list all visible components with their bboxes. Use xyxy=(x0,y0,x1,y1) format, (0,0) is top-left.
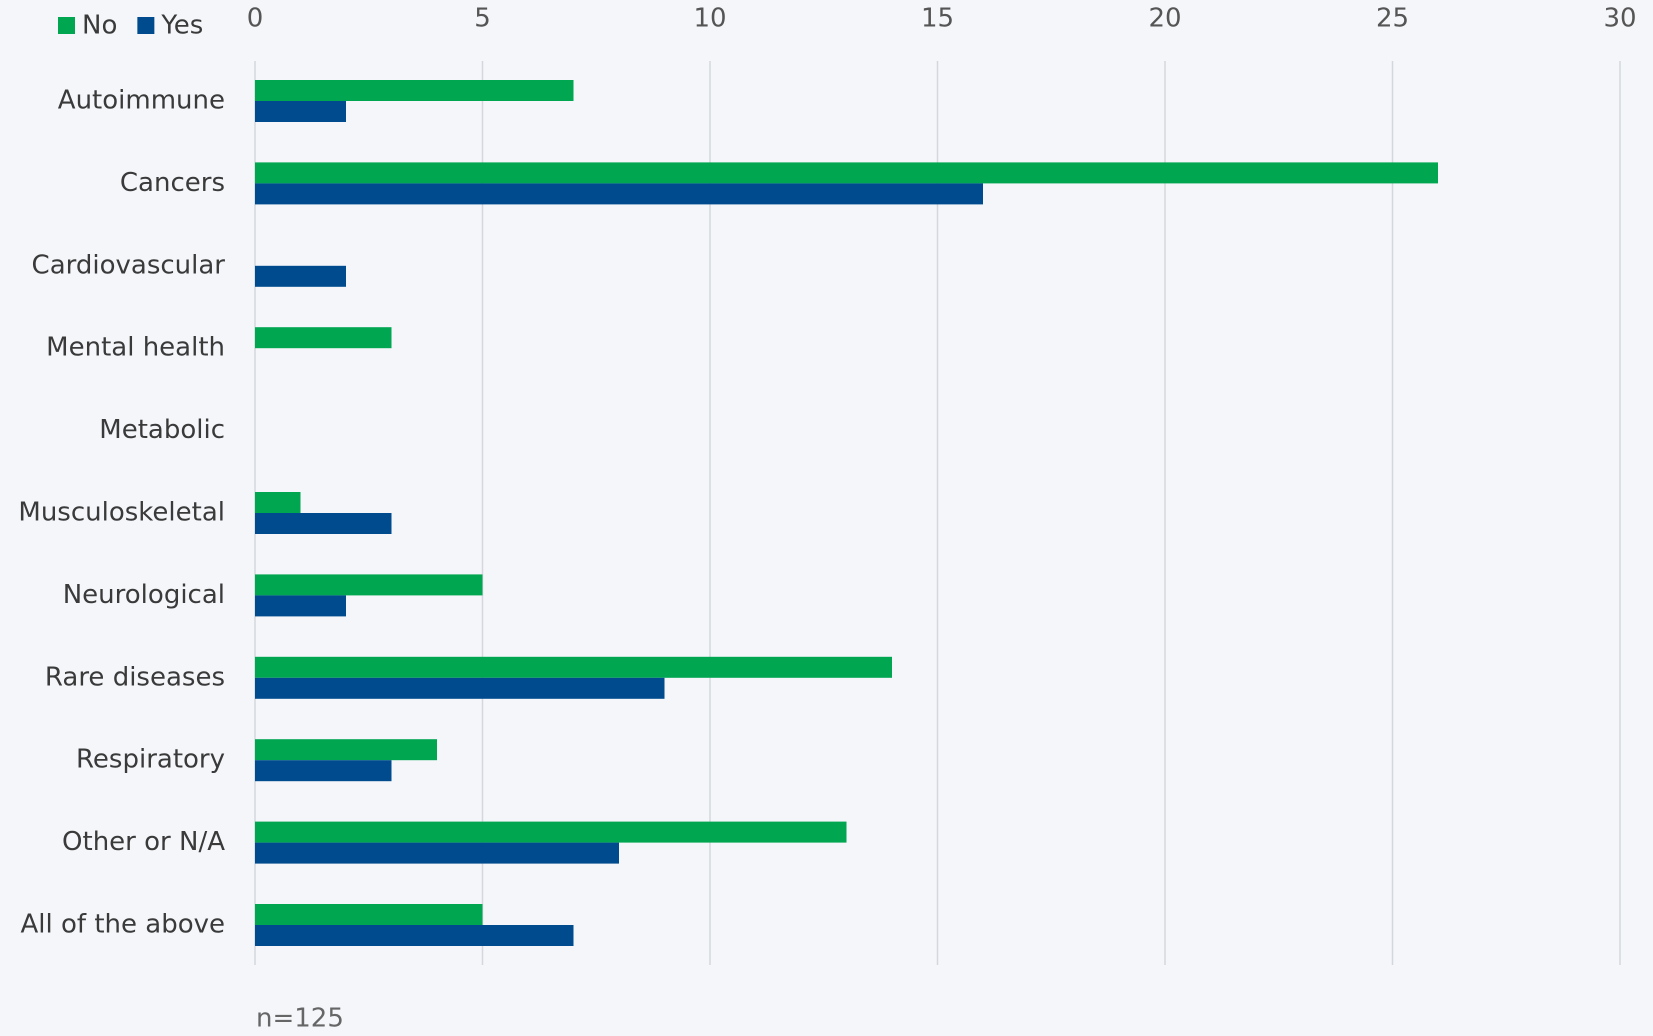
bar xyxy=(255,822,847,843)
y-tick-label: All of the above xyxy=(21,910,225,940)
chart: n=125 0 5 10 15 20 25 30 Autoimmune Cancers Cardi… xyxy=(0,0,1653,1036)
bar xyxy=(255,327,392,348)
bar xyxy=(255,492,301,513)
legend-label: No xyxy=(82,11,117,41)
legend-swatch xyxy=(137,17,154,34)
bar xyxy=(255,183,983,204)
legend-label: Yes xyxy=(160,11,203,41)
bar xyxy=(255,739,437,760)
bar xyxy=(255,513,392,534)
bar xyxy=(255,101,346,122)
bar xyxy=(255,80,574,101)
note: n=125 xyxy=(256,1004,344,1034)
y-tick-label: Cardiovascular xyxy=(32,250,226,280)
x-tick-label: 25 xyxy=(1376,4,1409,34)
y-tick-label: Mental health xyxy=(46,333,225,363)
x-tick-label: 5 xyxy=(474,4,491,34)
bar xyxy=(255,162,1438,183)
x-tick-label: 15 xyxy=(921,4,954,34)
y-tick-label: Musculoskeletal xyxy=(18,498,225,528)
x-tick-label: 20 xyxy=(1148,4,1181,34)
bar xyxy=(255,657,892,678)
background xyxy=(0,0,1653,1036)
x-tick-label: 10 xyxy=(693,4,726,34)
y-tick-label: Other or N/A xyxy=(62,827,225,857)
bar xyxy=(255,678,665,699)
y-tick-label: Cancers xyxy=(120,168,225,198)
bar xyxy=(255,595,346,616)
y-tick-label: Autoimmune xyxy=(58,86,225,116)
bar xyxy=(255,266,346,287)
bar xyxy=(255,574,483,595)
x-tick-label: 0 xyxy=(247,4,264,34)
bar xyxy=(255,904,483,925)
x-tick-label: 30 xyxy=(1603,4,1636,34)
bar xyxy=(255,760,392,781)
y-tick-label: Respiratory xyxy=(76,745,225,775)
y-tick-label: Rare diseases xyxy=(45,662,225,692)
bar xyxy=(255,843,619,864)
y-tick-label: Neurological xyxy=(63,580,225,610)
legend-swatch xyxy=(58,17,75,34)
bar xyxy=(255,925,574,946)
y-tick-label: Metabolic xyxy=(99,415,225,445)
